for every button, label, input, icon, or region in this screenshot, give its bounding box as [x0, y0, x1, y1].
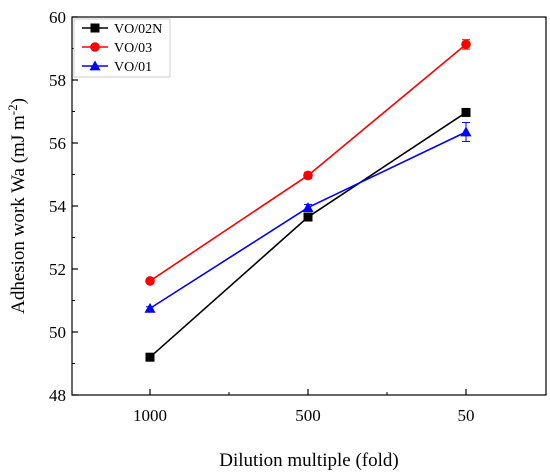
data-point [461, 107, 471, 117]
series-2 [144, 122, 472, 313]
y-tick-label: 48 [49, 386, 66, 405]
data-point [144, 302, 156, 313]
series-1 [145, 39, 471, 286]
legend-label: VO/02N [114, 22, 162, 37]
y-axis-title-close: ) [8, 98, 29, 104]
data-point [460, 126, 472, 137]
data-point [302, 202, 314, 212]
legend-marker [89, 60, 101, 71]
y-tick-label: 56 [49, 134, 66, 153]
y-tick-label: 52 [49, 260, 66, 279]
series-line [149, 43, 467, 282]
x-tick-label: 1000 [133, 406, 167, 425]
y-axis-title: Adhesion work Wa (mJ m-2) [5, 98, 29, 314]
legend-marker [90, 23, 100, 33]
data-point [303, 212, 313, 222]
y-tick-label: 50 [49, 323, 66, 342]
y-tick-label: 54 [49, 197, 67, 216]
y-axis-title-superscript: -2 [5, 104, 20, 115]
data-point [303, 170, 313, 181]
series-0 [145, 107, 471, 362]
series-layer [144, 39, 472, 362]
legend-label: VO/01 [114, 60, 152, 75]
data-point [145, 352, 155, 362]
series-line [149, 111, 467, 358]
x-axis-ticks: 1000 500 50 [133, 389, 475, 425]
y-axis-title-main: Adhesion work Wa (mJ m [8, 115, 29, 314]
data-point [461, 39, 471, 50]
x-tick-label: 50 [458, 406, 475, 425]
y-tick-label: 58 [49, 71, 66, 90]
y-axis-ticks: 48 50 52 54 56 58 60 [49, 8, 78, 405]
legend: VO/02N VO/03 VO/01 [73, 18, 171, 78]
legend-marker [90, 42, 100, 52]
x-axis-title: Dilution multiple (fold) [219, 450, 398, 471]
y-tick-label: 60 [49, 8, 66, 27]
x-tick-label: 500 [295, 406, 321, 425]
legend-label: VO/03 [114, 41, 152, 56]
data-point [145, 276, 155, 286]
